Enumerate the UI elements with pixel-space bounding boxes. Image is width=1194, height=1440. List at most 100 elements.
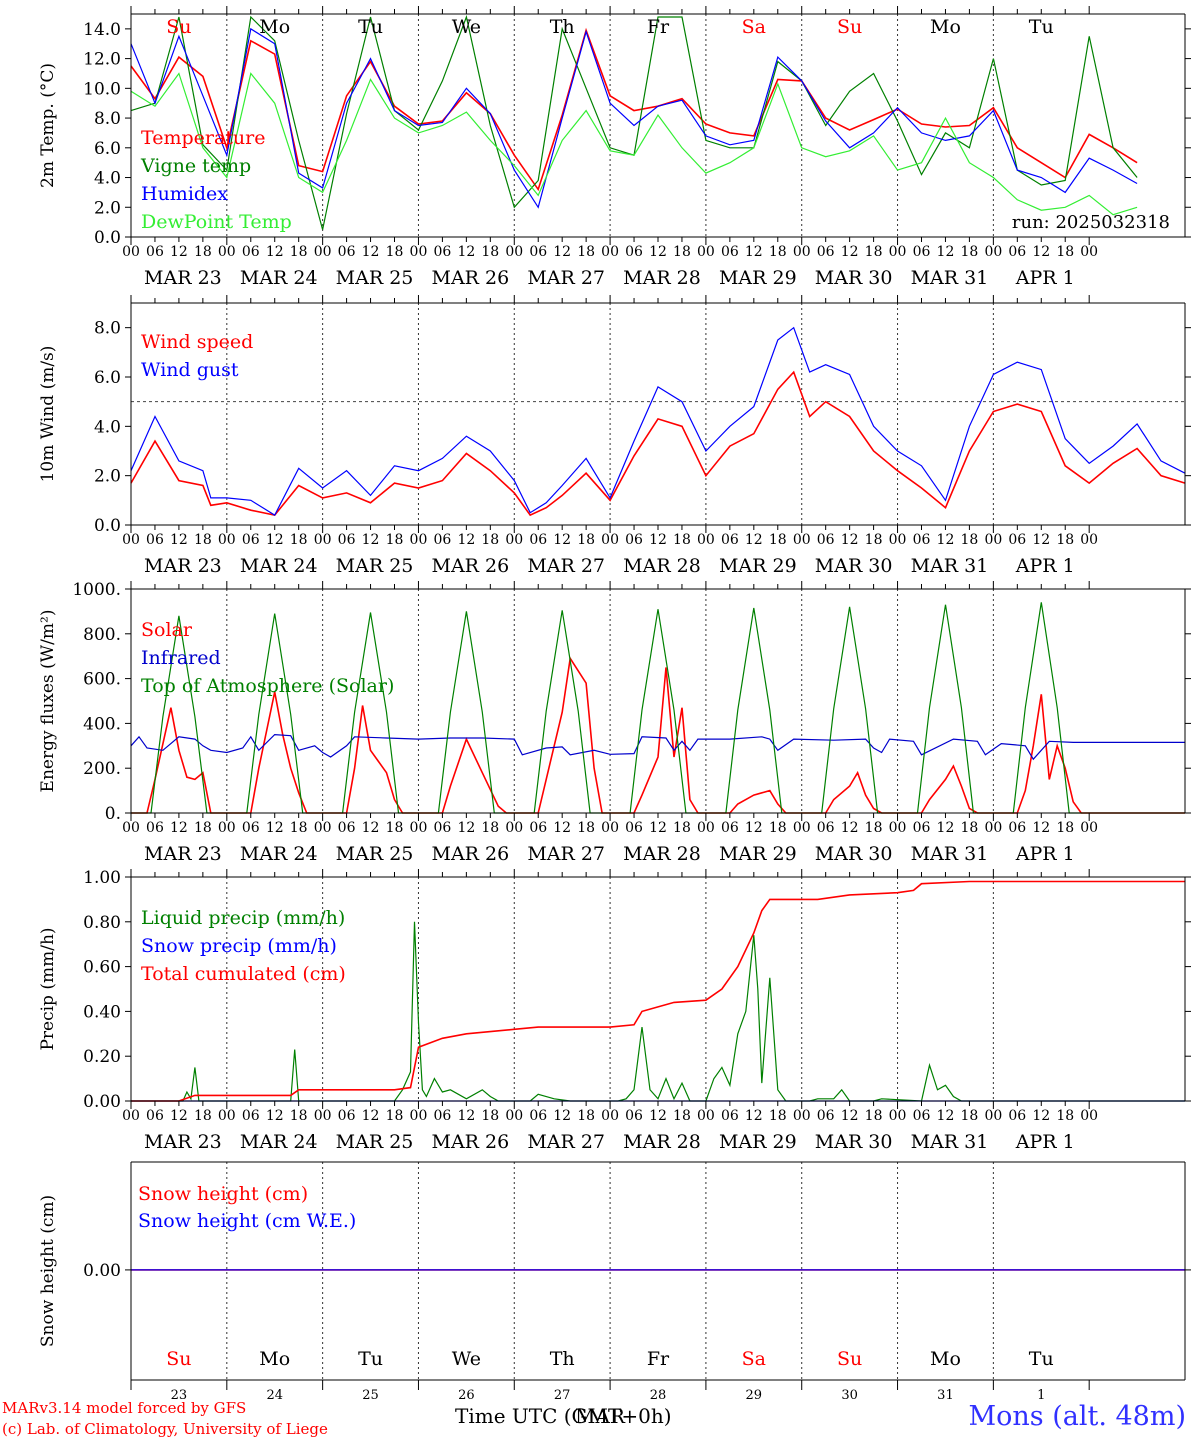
hour-tick-label: 00 (314, 532, 332, 548)
hour-tick-label: 12 (841, 244, 859, 260)
hour-tick-label: 06 (721, 820, 739, 836)
day-number-label: 28 (650, 1388, 667, 1403)
hour-tick-label: 18 (577, 820, 595, 836)
hour-tick-label: 00 (984, 820, 1002, 836)
hour-tick-label: 18 (194, 1108, 212, 1124)
date-label: MAR 25 (336, 843, 414, 865)
hour-tick-label: 18 (673, 820, 691, 836)
legend-entry: Solar (141, 619, 193, 641)
hour-tick-label: 18 (865, 1108, 883, 1124)
y-tick-label: 0.0 (94, 228, 121, 248)
hour-tick-label: 12 (170, 1108, 188, 1124)
hour-tick-label: 12 (841, 1108, 859, 1124)
y-tick-label: 0. (105, 804, 121, 824)
hour-tick-label: 06 (625, 532, 643, 548)
hour-tick-label: 18 (481, 244, 499, 260)
hour-tick-label: 06 (242, 532, 260, 548)
hour-tick-label: 12 (1032, 244, 1050, 260)
weekday-label: Mo (259, 1348, 290, 1370)
hour-tick-label: 12 (649, 532, 667, 548)
hour-tick-label: 00 (984, 1108, 1002, 1124)
y-tick-label: 0.80 (83, 913, 121, 933)
hour-tick-label: 06 (817, 244, 835, 260)
hour-tick-label: 18 (960, 1108, 978, 1124)
hour-tick-label: 18 (386, 820, 404, 836)
hour-tick-label: 06 (625, 244, 643, 260)
hour-tick-label: 18 (865, 532, 883, 548)
y-tick-label: 200. (83, 759, 121, 779)
weekday-label: Mo (930, 1348, 961, 1370)
hour-tick-label: 06 (433, 1108, 451, 1124)
hour-tick-label: 00 (697, 532, 715, 548)
weekday-label: Th (550, 1348, 575, 1370)
day-number-label: 25 (362, 1388, 379, 1403)
series-line-wind-1 (130, 326, 1186, 516)
date-label: MAR 30 (815, 267, 893, 289)
hour-tick-label: 00 (314, 244, 332, 260)
hour-tick-label: 12 (457, 532, 475, 548)
hour-tick-label: 18 (290, 532, 308, 548)
hour-tick-label: 12 (553, 1108, 571, 1124)
series-line-precip-2 (131, 880, 1185, 1102)
hour-tick-label: 18 (481, 1108, 499, 1124)
run-label: run: 2025032318 (1012, 212, 1170, 233)
hour-tick-label: 00 (1080, 820, 1098, 836)
hour-tick-label: 18 (194, 532, 212, 548)
date-label: MAR 26 (432, 267, 510, 289)
hour-tick-label: 18 (865, 820, 883, 836)
date-label: MAR 24 (240, 1131, 318, 1153)
hour-tick-label: 00 (122, 1108, 140, 1124)
x-axis-title: Time UTC (GMT+0h) MAR (455, 1404, 672, 1428)
legend-entry: Snow height (cm) (138, 1183, 308, 1205)
y-tick-label: 10.0 (83, 79, 121, 99)
hour-tick-label: 12 (1032, 532, 1050, 548)
hour-tick-label: 06 (1008, 820, 1026, 836)
weekday-label: Tu (358, 1348, 383, 1370)
hour-tick-label: 00 (410, 1108, 428, 1124)
series-line-temperature-1 (130, 14, 1138, 230)
x-axis-title-text: Time UTC (GMT+0h) (455, 1404, 672, 1428)
hour-tick-label: 06 (721, 1108, 739, 1124)
legend-entry: Top of Atmosphere (Solar) (141, 675, 394, 697)
hour-tick-label: 18 (290, 820, 308, 836)
weekday-label: Su (837, 1348, 862, 1370)
y-tick-label: 400. (83, 714, 121, 734)
hour-tick-label: 18 (769, 532, 787, 548)
hour-tick-label: 06 (1008, 244, 1026, 260)
hour-tick-label: 12 (649, 1108, 667, 1124)
hour-tick-label: 00 (505, 1108, 523, 1124)
date-label: MAR 28 (623, 555, 701, 577)
legend-entry: Humidex (141, 183, 228, 205)
weekday-label: We (452, 1348, 481, 1370)
hour-tick-label: 06 (242, 1108, 260, 1124)
model-credit: MARv3.14 model forced by GFS (2, 1399, 247, 1417)
hour-tick-label: 06 (146, 244, 164, 260)
y-axis-label: Energy fluxes (W/m²) (38, 610, 58, 793)
hour-tick-label: 00 (984, 532, 1002, 548)
hour-tick-label: 00 (889, 244, 907, 260)
date-label: MAR 24 (240, 267, 318, 289)
hour-tick-label: 00 (793, 532, 811, 548)
hour-tick-label: 00 (601, 532, 619, 548)
hour-tick-label: 18 (1056, 820, 1074, 836)
lab-credit: (c) Lab. of Climatology, University of L… (2, 1420, 328, 1438)
hour-tick-label: 06 (529, 532, 547, 548)
hour-tick-label: 18 (865, 244, 883, 260)
y-tick-label: 600. (83, 670, 121, 690)
hour-tick-label: 18 (194, 244, 212, 260)
hour-tick-label: 12 (841, 532, 859, 548)
weekday-label: We (452, 16, 481, 38)
hour-tick-label: 06 (338, 244, 356, 260)
hour-tick-label: 06 (817, 1108, 835, 1124)
y-tick-label: 0.60 (83, 958, 121, 978)
hour-tick-label: 00 (889, 1108, 907, 1124)
hour-tick-label: 06 (146, 532, 164, 548)
hour-tick-label: 18 (481, 820, 499, 836)
hour-tick-label: 06 (433, 532, 451, 548)
x-axis-title-overprint: MAR (575, 1404, 625, 1428)
day-number-label: 24 (266, 1388, 283, 1403)
hour-tick-label: 12 (457, 244, 475, 260)
legend-entry: Vigne temp (140, 155, 251, 177)
y-tick-label: 0.0 (94, 516, 121, 536)
